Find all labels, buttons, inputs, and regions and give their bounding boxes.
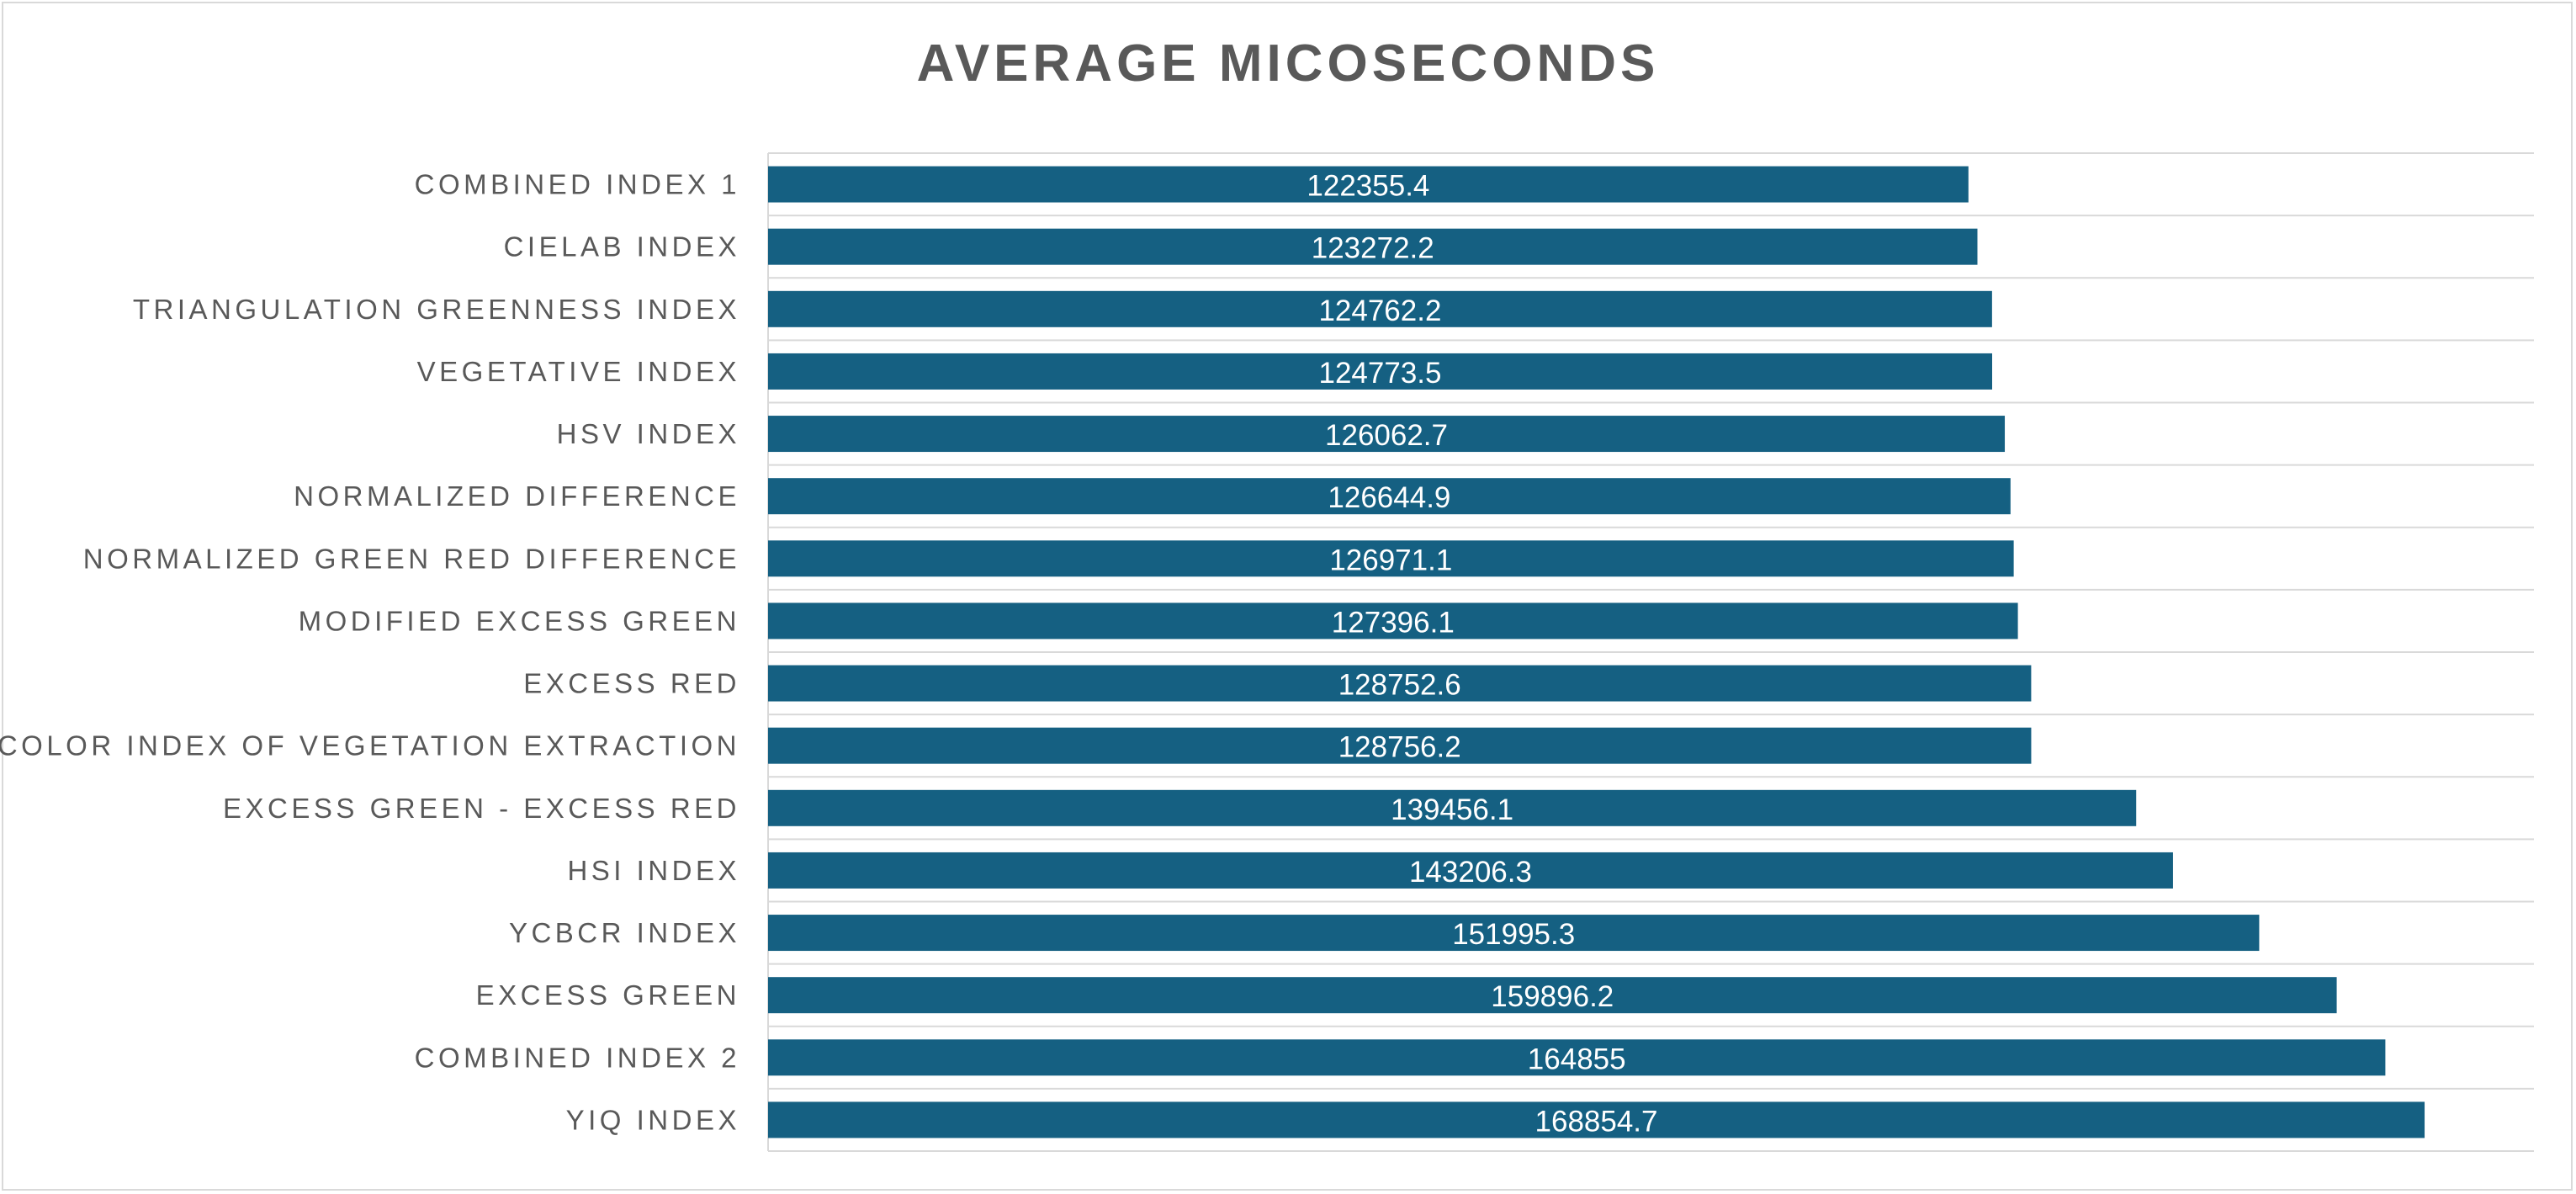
bar — [768, 727, 2032, 764]
data-label: 124762.2 — [1318, 295, 1441, 327]
data-label: 168854.7 — [1535, 1105, 1658, 1138]
data-label: 139456.1 — [1391, 793, 1513, 826]
bar — [768, 166, 1969, 203]
bar — [768, 416, 2006, 453]
bar — [768, 478, 2011, 515]
bar — [768, 602, 2018, 639]
bar — [768, 789, 2137, 826]
data-label: 127396.1 — [1332, 606, 1455, 639]
category-label: EXCESS RED — [523, 668, 740, 699]
category-label: HSV INDEX — [557, 418, 740, 449]
category-label: NORMALIZED GREEN RED DIFFERENCE — [83, 543, 740, 574]
data-label: 151995.3 — [1452, 918, 1575, 951]
category-labels: COMBINED INDEX 1 CIELAB INDEX TRIANGULATIO… — [0, 169, 740, 1136]
data-label: 122355.4 — [1307, 170, 1429, 203]
bar — [768, 977, 2337, 1014]
category-label: VEGETATIVE INDEX — [417, 356, 740, 387]
bar — [768, 915, 2260, 952]
data-label: 128756.2 — [1338, 731, 1461, 764]
bar — [768, 290, 1992, 327]
category-label: HSI INDEX — [567, 855, 740, 886]
data-label: 126644.9 — [1328, 481, 1450, 514]
bar — [768, 1101, 2425, 1138]
category-label: MODIFIED EXCESS GREEN — [299, 605, 740, 636]
category-label: EXCESS GREEN — [476, 979, 740, 1011]
data-label: 143206.3 — [1409, 856, 1532, 889]
bar — [768, 540, 2014, 577]
category-label: EXCESS GREEN - EXCESS RED — [223, 793, 740, 824]
bar — [768, 665, 2032, 702]
data-labels: 122355.4 123272.2 124762.2 124773.5 126062.7… — [1307, 170, 1657, 1138]
category-label: YIQ INDEX — [566, 1104, 740, 1135]
bar — [768, 1039, 2386, 1076]
category-label: COMBINED INDEX 1 — [415, 169, 740, 200]
category-label: COLOR INDEX OF VEGETATION EXTRACTION — [0, 730, 740, 762]
data-label: 159896.2 — [1491, 980, 1614, 1013]
category-label: CIELAB INDEX — [504, 231, 740, 263]
data-label: 123272.2 — [1312, 232, 1434, 265]
bar — [768, 228, 1978, 265]
category-label: COMBINED INDEX 2 — [415, 1042, 740, 1073]
category-label: NORMALIZED DIFFERENCE — [294, 480, 740, 512]
bar — [768, 852, 2173, 889]
category-label: YCBCR INDEX — [509, 917, 740, 948]
category-label: TRIANGULATION GREENNESS INDEX — [133, 294, 740, 325]
chart-title: AVERAGE MICOSECONDS — [916, 34, 1660, 93]
data-label: 124773.5 — [1319, 357, 1442, 390]
bar — [768, 353, 1992, 390]
data-label: 164855 — [1528, 1043, 1626, 1075]
data-label: 126971.1 — [1329, 544, 1452, 576]
data-label: 126062.7 — [1325, 419, 1448, 452]
data-label: 128752.6 — [1338, 669, 1461, 702]
bars — [768, 166, 2425, 1138]
